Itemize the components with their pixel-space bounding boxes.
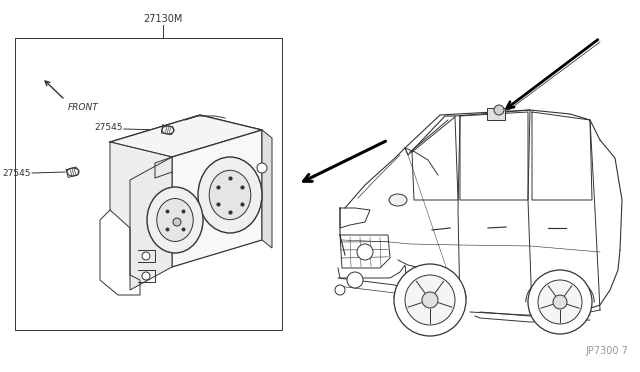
Circle shape <box>494 105 504 115</box>
Polygon shape <box>172 130 262 267</box>
Circle shape <box>142 272 150 280</box>
Circle shape <box>394 264 466 336</box>
Polygon shape <box>110 142 172 228</box>
Circle shape <box>357 244 373 260</box>
Circle shape <box>142 252 150 260</box>
Circle shape <box>257 163 267 173</box>
Text: FRONT: FRONT <box>68 103 99 112</box>
Circle shape <box>405 275 455 325</box>
Circle shape <box>335 285 345 295</box>
Polygon shape <box>110 115 262 157</box>
Ellipse shape <box>209 170 251 220</box>
Text: JP7300 7: JP7300 7 <box>585 346 628 356</box>
Circle shape <box>347 272 363 288</box>
Text: 27545: 27545 <box>3 170 31 179</box>
Text: 27130M: 27130M <box>143 14 182 24</box>
Ellipse shape <box>198 157 262 233</box>
Polygon shape <box>262 130 272 248</box>
Ellipse shape <box>162 126 174 134</box>
Ellipse shape <box>147 187 203 253</box>
Text: 27545: 27545 <box>95 124 123 132</box>
Circle shape <box>173 218 181 226</box>
Circle shape <box>528 270 592 334</box>
Circle shape <box>553 295 567 309</box>
Ellipse shape <box>67 168 79 176</box>
Circle shape <box>538 280 582 324</box>
Polygon shape <box>130 157 172 290</box>
Text: N: N <box>363 250 367 254</box>
Ellipse shape <box>389 194 407 206</box>
Bar <box>487 108 505 120</box>
Circle shape <box>422 292 438 308</box>
Ellipse shape <box>157 199 193 241</box>
